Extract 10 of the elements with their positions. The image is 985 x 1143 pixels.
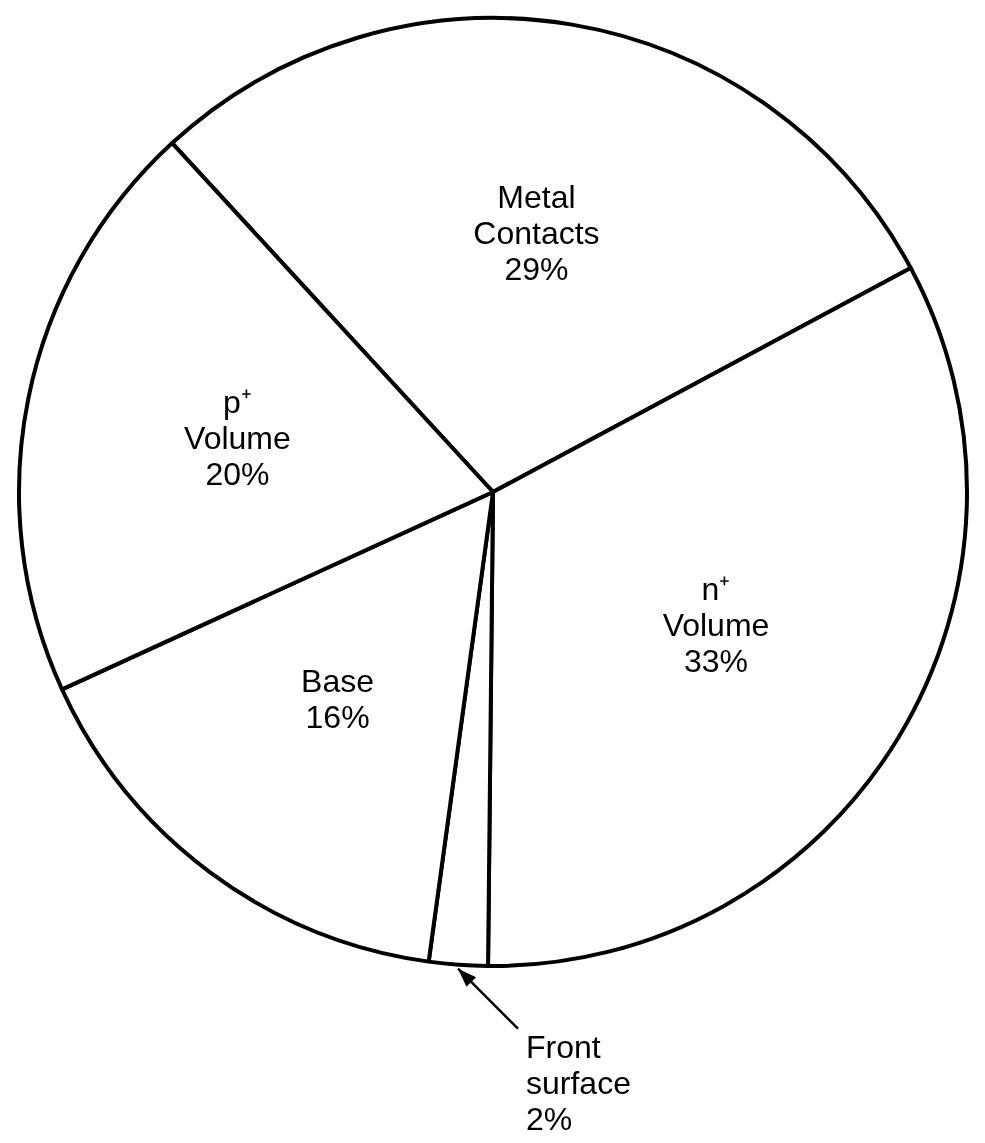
slice-label: Base — [301, 663, 375, 700]
slice-label: Front surface — [525, 1028, 631, 1101]
data-label: 33% — [683, 642, 749, 679]
slice-label: p⁺ Volume — [184, 384, 291, 457]
slice-label: n⁺ Volume — [662, 570, 770, 643]
slice-label: Metal Contacts — [473, 178, 600, 251]
data-label: 29% — [504, 250, 569, 287]
data-label: 16% — [305, 699, 370, 736]
data-label: 20% — [205, 456, 270, 493]
data-label: 2% — [525, 1100, 573, 1137]
